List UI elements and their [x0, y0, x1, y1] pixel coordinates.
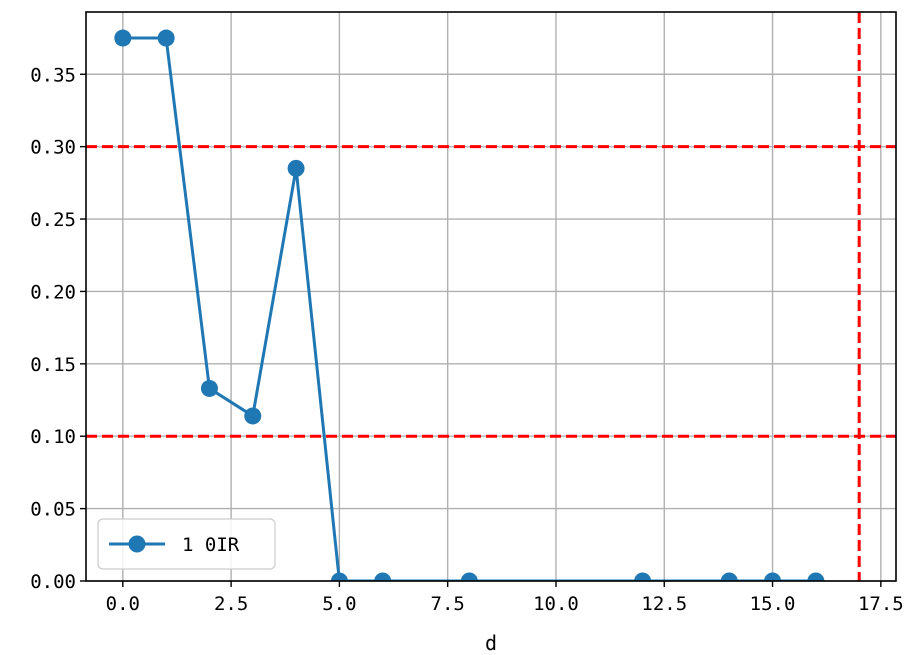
data-point [330, 572, 348, 581]
data-point [244, 407, 262, 425]
x-tick-label: 5.0 [322, 593, 356, 615]
x-tick-label: 7.5 [431, 593, 465, 615]
data-point [200, 379, 218, 397]
data-point [287, 159, 305, 177]
data-point [720, 572, 738, 581]
data-point [807, 572, 825, 581]
reference-lines [86, 12, 896, 581]
y-tick-label: 0.15 [30, 354, 76, 376]
data-point [157, 29, 175, 47]
y-tick-label: 0.20 [30, 281, 76, 303]
y-tick-label: 0.00 [30, 571, 76, 593]
data-point [634, 572, 652, 581]
y-tick-label: 0.30 [30, 137, 76, 159]
series-line [122, 36, 816, 581]
legend-box [97, 518, 276, 570]
x-axis-ticks: 0.0 2.5 5.0 7.5 10.0 12.5 15.0 17.5 [106, 581, 904, 615]
y-tick-label: 0.10 [30, 426, 76, 448]
y-tick-label: 0.25 [30, 209, 76, 231]
y-tick-label: 0.35 [30, 64, 76, 86]
x-tick-label: 10.0 [533, 593, 579, 615]
data-point [460, 572, 478, 581]
data-point [764, 572, 782, 581]
legend-label: 1 0IR [182, 534, 240, 556]
x-tick-label: 15.0 [750, 593, 796, 615]
data-point [374, 572, 392, 581]
x-tick-label: 12.5 [641, 593, 687, 615]
x-axis-label: d [485, 631, 497, 655]
series-layer [114, 29, 825, 581]
x-tick-label: 17.5 [858, 593, 904, 615]
x-tick-label: 2.5 [214, 593, 248, 615]
legend-marker [128, 535, 146, 553]
x-tick-label: 0.0 [106, 593, 140, 615]
plot-frame [85, 11, 897, 582]
data-point [114, 29, 132, 47]
y-axis-ticks: 0.00 0.05 0.10 0.15 0.20 0.25 0.30 0.35 [30, 64, 86, 593]
legend: 1 0IR [97, 518, 276, 570]
y-tick-label: 0.05 [30, 499, 76, 521]
